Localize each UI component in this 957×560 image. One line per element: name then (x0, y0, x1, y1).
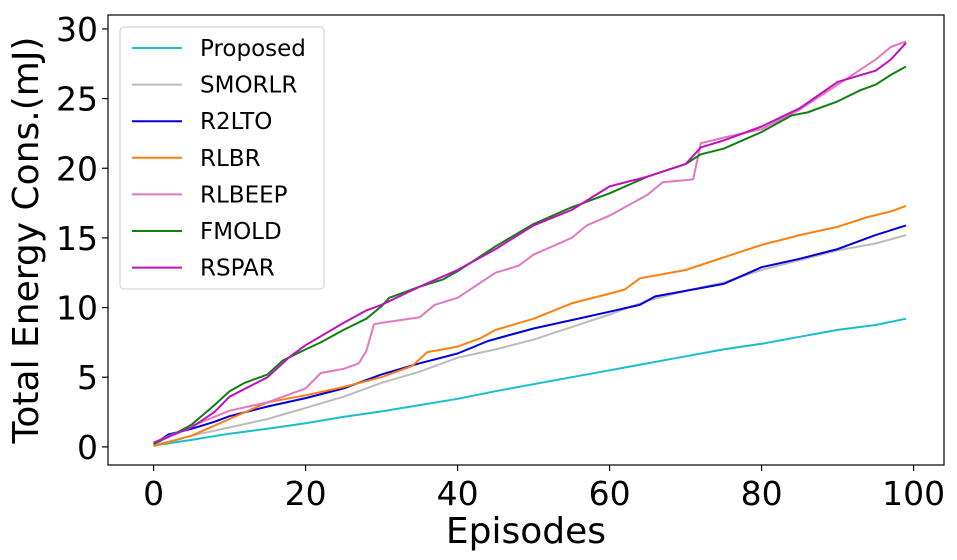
plot-frame (107, 14, 945, 466)
x-tick-label: 20 (285, 474, 327, 513)
series-line-rspar (153, 42, 907, 444)
series-line-rlbr (153, 204, 907, 448)
legend-label: Proposed (200, 36, 306, 62)
legend-box (119, 26, 325, 290)
y-tick-label: 25 (56, 80, 98, 119)
x-tick-label: 0 (143, 474, 164, 513)
y-tick-label: 15 (56, 219, 98, 258)
series-line-proposed (153, 317, 907, 447)
legend-label: RLBR (200, 146, 261, 172)
y-tick-label: 10 (56, 289, 98, 328)
x-tick-label: 100 (882, 474, 945, 513)
legend: Proposed SMORLR R2LTO RLBR RLBEEP FMOLD RSPAR (119, 26, 325, 290)
legend-label: RLBEEP (200, 182, 288, 208)
series-layer (153, 40, 907, 448)
y-axis: 0 5 10 15 20 25 30 (56, 10, 108, 467)
series-line-r2lto (153, 224, 907, 445)
series-line-smorlr (153, 234, 907, 446)
series-line-fmold (153, 65, 907, 445)
legend-label: FMOLD (200, 219, 282, 245)
y-tick-label: 0 (77, 428, 98, 467)
x-axis: 0 20 40 60 80 100 (143, 465, 945, 513)
y-tick-label: 20 (56, 149, 98, 188)
legend-label: R2LTO (200, 109, 272, 135)
x-tick-label: 80 (741, 474, 783, 513)
x-tick-label: 40 (437, 474, 479, 513)
y-tick-label: 5 (77, 358, 98, 397)
y-tick-label: 30 (56, 10, 98, 49)
y-axis-label: Total Energy Cons.(mJ) (6, 37, 47, 445)
x-tick-label: 60 (589, 474, 631, 513)
legend-label: RSPAR (200, 256, 275, 282)
legend-label: SMORLR (200, 73, 297, 99)
series-line-rlbeep (153, 40, 907, 444)
x-axis-label: Episodes (446, 511, 606, 552)
